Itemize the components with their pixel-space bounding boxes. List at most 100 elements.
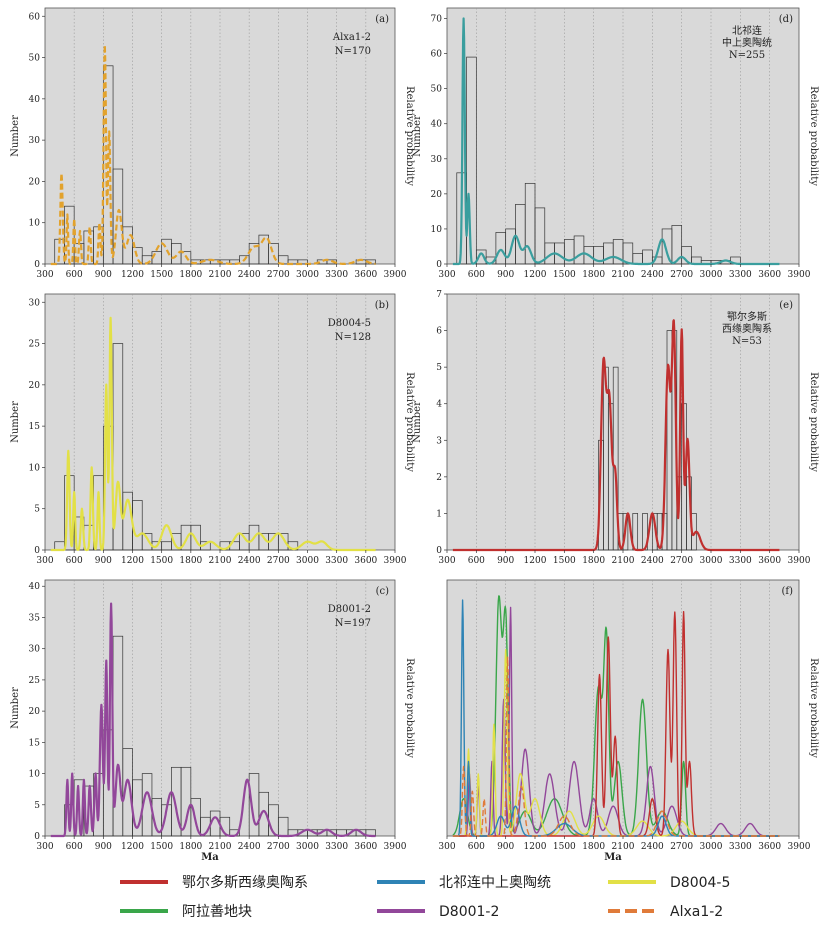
x-tick-label-c: 1800: [179, 842, 202, 852]
x-tick-label-a: 3600: [354, 270, 377, 280]
x-tick-label-a: 2700: [267, 270, 290, 280]
x-tick-label-d: 2700: [670, 270, 693, 280]
y-tick-label-c: 0: [34, 832, 40, 842]
histogram-bar-e: [622, 513, 629, 551]
histogram-bar-b: [190, 524, 201, 551]
histogram-bar-d: [534, 207, 546, 265]
x-tick-label-a: 3900: [384, 270, 407, 280]
probability-curve-e-0: [452, 319, 781, 552]
x-tick-label-b: 2400: [238, 556, 261, 566]
panel-d: 300 600 900 1200 1500 1800 2100 2400 2700 3000 330…: [412, 7, 819, 280]
sample-count-e: N=53: [732, 336, 762, 347]
y-tick-label-e: 6: [436, 327, 442, 337]
histogram-bar-a: [268, 243, 279, 265]
x-tick-label-e: 3600: [758, 556, 781, 566]
x-tick-label-c: 2100: [209, 842, 232, 852]
legend-label-3: 阿拉善地块: [182, 904, 252, 920]
y-tick-label-e: 0: [436, 546, 442, 556]
x-tick-label-f: 2700: [670, 842, 693, 852]
y-tick-label-c: 25: [29, 676, 41, 686]
y-tick-label-b: 25: [29, 340, 41, 350]
x-tick-label-d: 1500: [553, 270, 576, 280]
x-tick-label-e: 1200: [524, 556, 547, 566]
x-tick-label-f: 600: [468, 842, 485, 852]
x-tick-label-a: 300: [36, 270, 53, 280]
x-tick-label-c: 900: [95, 842, 112, 852]
x-tick-label-d: 3900: [788, 270, 811, 280]
histogram-bar-a: [112, 168, 124, 265]
x-tick-label-c: 2400: [238, 842, 261, 852]
x-tick-label-b: 2700: [267, 556, 290, 566]
x-tick-label-c: 3600: [354, 842, 377, 852]
y-tick-label-c: 40: [29, 582, 41, 592]
x-tick-label-e: 600: [468, 556, 485, 566]
x-tick-label-b: 600: [66, 556, 83, 566]
probability-curve-f-1: [452, 606, 780, 837]
probability-curve-f-5: [452, 656, 780, 837]
y-tick-label-a: 50: [29, 54, 41, 64]
panel-label-b: (b): [375, 300, 389, 311]
x-tick-label-c: 3900: [384, 842, 407, 852]
sample-count-d: N=255: [729, 50, 765, 61]
y2-axis-label-a: Relative probability: [404, 86, 415, 186]
sample-count-a: N=170: [335, 46, 371, 57]
legend-label-5: Alxa1-2: [670, 904, 723, 920]
sample-count-c: N=197: [335, 618, 371, 629]
panels-group: 300 600 900 1200 1500 1800 2100 2400 2700 3000 330…: [10, 7, 819, 863]
x-tick-label-e: 1500: [553, 556, 576, 566]
x-tick-label-d: 600: [468, 270, 485, 280]
x-tick-label-b: 300: [36, 556, 53, 566]
x-tick-label-f: 3000: [700, 842, 723, 852]
panel-label-e: (e): [779, 300, 793, 311]
y-tick-label-d: 40: [431, 120, 443, 130]
y-tick-label-e: 2: [436, 473, 442, 483]
y-tick-label-d: 10: [431, 225, 443, 235]
y-tick-label-c: 30: [29, 645, 41, 655]
y-tick-label-c: 20: [29, 707, 41, 717]
x-tick-label-d: 300: [438, 270, 455, 280]
legend-label-0: 鄂尔多斯西缘奥陶系: [182, 874, 308, 891]
x-tick-label-f: 300: [438, 842, 455, 852]
x-tick-label-b: 3600: [354, 556, 377, 566]
x-tick-label-a: 900: [95, 270, 112, 280]
x-tick-label-f: 3900: [788, 842, 811, 852]
x-tick-label-d: 2400: [641, 270, 664, 280]
histogram-bar-a: [122, 226, 133, 265]
x-tick-label-f: 3600: [758, 842, 781, 852]
x-tick-label-e: 300: [438, 556, 455, 566]
y-tick-label-d: 20: [431, 190, 443, 200]
x-tick-label-b: 1500: [150, 556, 173, 566]
y-tick-label-c: 10: [29, 770, 41, 780]
y-tick-label-a: 20: [29, 177, 41, 187]
sample-name-line2-e: 西缘奥陶系: [722, 322, 772, 335]
x-axis-label-f: Ma: [604, 852, 622, 863]
x-tick-label-e: 900: [497, 556, 514, 566]
x-tick-label-c: 3300: [325, 842, 348, 852]
histogram-bar-e: [642, 513, 648, 551]
y2-axis-label-e: Relative probability: [808, 372, 819, 472]
x-tick-label-e: 3300: [729, 556, 752, 566]
probability-curve-c-0: [50, 602, 377, 838]
x-tick-label-e: 2100: [612, 556, 635, 566]
x-tick-label-a: 3000: [296, 270, 319, 280]
panel-f: 300 600 900 1200 1500 1800 2100 2400 2700 3000 330…: [438, 579, 819, 863]
y-tick-label-b: 30: [29, 298, 41, 308]
x-tick-label-c: 2700: [267, 842, 290, 852]
y-tick-label-c: 5: [34, 801, 40, 811]
probability-curve-b-0: [50, 316, 377, 552]
sample-name-d: 北祁连: [732, 24, 762, 37]
x-tick-label-d: 3600: [758, 270, 781, 280]
histogram-bar-d: [671, 225, 683, 265]
y-tick-label-b: 10: [29, 463, 41, 473]
legend-label-4: D8001-2: [439, 904, 499, 920]
sample-name-line2-d: 中上奥陶统: [722, 36, 772, 49]
x-tick-label-b: 3900: [384, 556, 407, 566]
x-tick-label-e: 2400: [641, 556, 664, 566]
y-tick-label-a: 30: [29, 136, 41, 146]
y-tick-label-d: 50: [431, 85, 443, 95]
x-tick-label-f: 2400: [641, 842, 664, 852]
y-tick-label-a: 40: [29, 95, 41, 105]
x-tick-label-a: 2100: [209, 270, 232, 280]
panel-label-f: (f): [781, 586, 793, 597]
panel-label-d: (d): [779, 14, 793, 25]
